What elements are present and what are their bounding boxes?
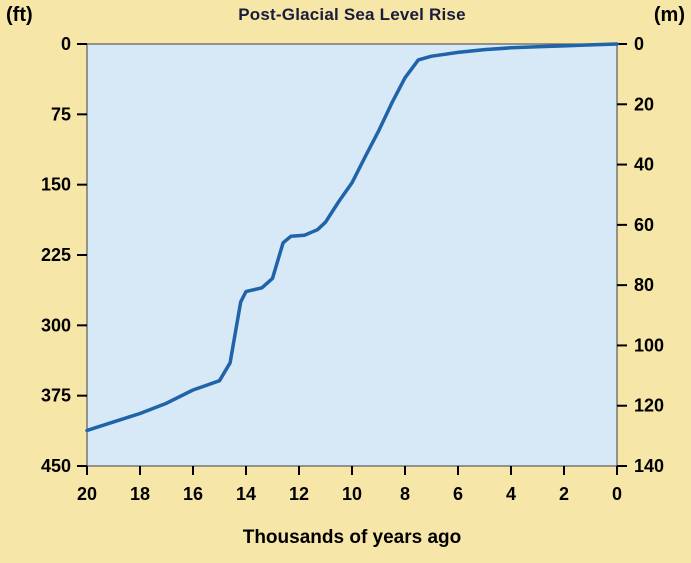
chart-title: Post-Glacial Sea Level Rise	[238, 5, 466, 24]
right-axis-tick-label: 60	[634, 215, 654, 235]
right-axis-tick-label: 0	[634, 34, 644, 54]
right-axis-tick-label: 40	[634, 155, 654, 175]
x-axis-tick-label: 4	[506, 484, 516, 504]
left-axis-tick-label: 225	[41, 245, 71, 265]
x-axis-tick-label: 20	[77, 484, 97, 504]
right-axis-unit-label: (m)	[653, 4, 685, 26]
right-axis-tick-label: 80	[634, 275, 654, 295]
right-axis-tick-label: 20	[634, 94, 654, 114]
right-axis-tick-label: 100	[634, 335, 664, 355]
plot-area	[86, 43, 618, 467]
right-axis-tick-label: 120	[634, 396, 664, 416]
left-axis-tick-label: 75	[51, 104, 71, 124]
x-axis-tick-label: 6	[453, 484, 463, 504]
x-axis-tick-label: 12	[289, 484, 309, 504]
sea-level-curve	[85, 42, 619, 433]
x-axis-tick-label: 10	[342, 484, 362, 504]
left-axis-tick-label: 450	[41, 456, 71, 476]
left-axis-unit-label: (ft)	[6, 4, 33, 26]
x-axis-title: Thousands of years ago	[242, 527, 462, 548]
left-axis-tick-label: 300	[41, 315, 71, 335]
x-axis-tick-label: 0	[612, 484, 622, 504]
x-axis-tick-label: 18	[130, 484, 150, 504]
right-axis-tick-label: 140	[634, 456, 664, 476]
left-axis-tick-label: 150	[41, 175, 71, 195]
left-axis-tick-label: 375	[41, 386, 71, 406]
x-axis-tick-label: 2	[559, 484, 569, 504]
x-axis-tick-label: 8	[400, 484, 410, 504]
x-axis-tick-label: 16	[183, 484, 203, 504]
x-axis-tick-label: 14	[236, 484, 256, 504]
left-axis-tick-label: 0	[61, 34, 71, 54]
